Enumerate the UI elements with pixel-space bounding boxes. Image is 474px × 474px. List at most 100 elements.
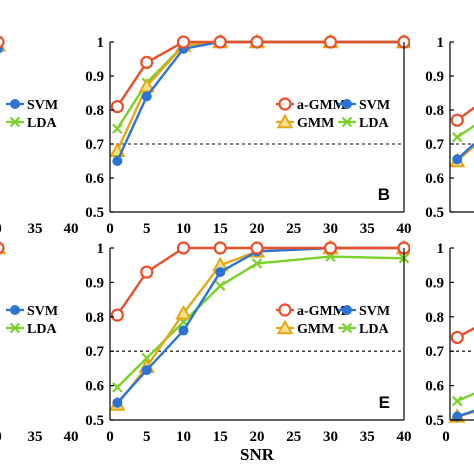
lda-marker-legend-3 (341, 116, 353, 128)
y-tick-label: 0.5 (85, 205, 104, 221)
x-tick-label: 25 (286, 221, 301, 237)
axes-b: 0.50.60.70.80.910 5 10 15 20 25 30 35 40 (85, 35, 411, 237)
lda-marker-0 (451, 395, 463, 407)
axes-e: 0.50.60.70.80.910 5 10 15 20 25 30 35 40 (85, 241, 411, 445)
legend-a: SVM LDA (0, 96, 68, 136)
a-gmm-marker-1 (140, 55, 154, 70)
legend-label-svm: SVM (27, 304, 58, 319)
legend-label-gmm: GMM (297, 322, 334, 337)
legend-label-svm: SVM (359, 304, 390, 319)
svm-marker-0 (452, 154, 463, 165)
y-tick-label: 0.6 (425, 379, 444, 395)
y-tick-label: 0.8 (425, 310, 444, 326)
y-tick-label: 1 (97, 241, 105, 257)
x-tick-label: 40 (397, 221, 412, 237)
legend-label-lda: LDA (359, 322, 389, 337)
y-tick-label: 0.6 (425, 171, 444, 187)
svm-marker-3 (215, 267, 226, 278)
a-gmm-marker-4 (250, 241, 264, 255)
a-gmm-marker-1 (140, 265, 154, 279)
x-tick-label: 30 (323, 429, 338, 445)
y-tick-label: 1 (437, 35, 445, 51)
y-tick-label: 0.9 (85, 275, 104, 291)
x-tick-label: 10 (176, 221, 191, 237)
legend-label-a-gmm: a-GMM (297, 304, 346, 319)
gmm-marker-legend-2 (276, 113, 294, 129)
lda-marker-0 (112, 123, 123, 134)
lda-marker-legend-3 (9, 322, 21, 334)
lda-marker-0 (451, 131, 463, 143)
svm-marker-2 (178, 325, 189, 336)
a-gmm-marker-3 (213, 35, 227, 49)
y-tick-label: 0.6 (85, 171, 104, 187)
a-gmm-marker-2 (176, 35, 191, 49)
legend-label-lda: LDA (27, 322, 57, 337)
a-gmm-marker-0 (110, 99, 124, 114)
x-tick-label: 25 (286, 429, 301, 445)
x-tick-label: 35 (28, 429, 43, 445)
a-gmm-marker-legend-0 (278, 303, 292, 317)
lda-marker-0 (112, 382, 123, 393)
panel-label: E (379, 393, 390, 412)
panel-b (109, 33, 410, 166)
legend-label-lda: LDA (27, 116, 57, 131)
svm-marker-legend-1 (342, 305, 352, 315)
legend-d: SVM LDA (0, 302, 68, 342)
series-line-svm (456, 142, 474, 161)
y-tick-label: 0.8 (425, 103, 444, 119)
x-tick-label: 40 (397, 429, 412, 445)
legend-box (272, 302, 400, 342)
y-tick-label: 1 (97, 35, 105, 51)
axes-c: 0.5 0.6 0.7 0.8 0.9 1 (425, 35, 474, 221)
y-tick-label: 0.8 (85, 310, 104, 326)
panel-f (449, 326, 474, 423)
a-gmm-marker-0 (110, 308, 124, 322)
legend-b: a-GMM SVM GMM LDA (272, 96, 400, 136)
a-gmm-marker-2 (176, 241, 191, 255)
y-tick-label: 0.5 (425, 413, 444, 429)
svm-marker-0 (452, 411, 463, 422)
x-tick-label: 10 (176, 429, 191, 445)
a-gmm-marker-0 (450, 113, 464, 127)
x-tick-label: 5 (143, 429, 151, 445)
legend-label-gmm: GMM (297, 116, 334, 131)
y-tick-label: 0.7 (85, 137, 104, 153)
x-tick-label: 35 (360, 221, 375, 237)
svm-marker-0 (112, 156, 123, 166)
y-tick-label: 0.7 (425, 344, 444, 360)
x-tick-label: 40 (64, 429, 79, 445)
a-gmm-marker-5 (323, 35, 338, 49)
y-tick-label: 0.9 (425, 69, 444, 85)
svm-marker-1 (141, 91, 152, 102)
y-tick-label: 0.8 (85, 103, 104, 119)
a-gmm-marker-4 (250, 35, 264, 49)
legend-box (272, 96, 400, 136)
panel-a (0, 35, 7, 54)
panel-c (449, 106, 474, 168)
panel-label: B (378, 185, 390, 204)
y-tick-label: 0.7 (85, 344, 104, 360)
y-tick-label: 0.5 (425, 205, 444, 221)
x-tick-label: 40 (64, 221, 79, 237)
svm-marker-legend-1 (342, 99, 352, 109)
svm-marker-0 (112, 397, 123, 408)
y-tick-label: 0.9 (85, 69, 104, 85)
x-tick-label: 20 (250, 429, 265, 445)
svm-marker-legend-1 (10, 305, 20, 315)
x-tick-label: 35 (28, 221, 43, 237)
legend-label-svm: SVM (27, 98, 58, 113)
series-line-a-gmm (456, 326, 474, 339)
lda-marker-4 (251, 258, 263, 269)
y-tick-label: 0.9 (425, 275, 444, 291)
x-tick-label: 20 (250, 221, 265, 237)
y-tick-label: 1 (437, 241, 445, 257)
x-tick-label: 30 (323, 221, 338, 237)
y-tick-label: 0.7 (425, 137, 444, 153)
legend-e: a-GMM SVM GMM LDA (272, 302, 400, 342)
y-tick-label: 0.6 (85, 379, 104, 395)
a-gmm-marker-3 (213, 241, 227, 255)
gmm-marker-legend-2 (276, 319, 294, 335)
axes-f: 0.5 0.6 0.7 0.8 0.9 1 0 (425, 241, 474, 445)
legend-label-svm: SVM (359, 98, 390, 113)
